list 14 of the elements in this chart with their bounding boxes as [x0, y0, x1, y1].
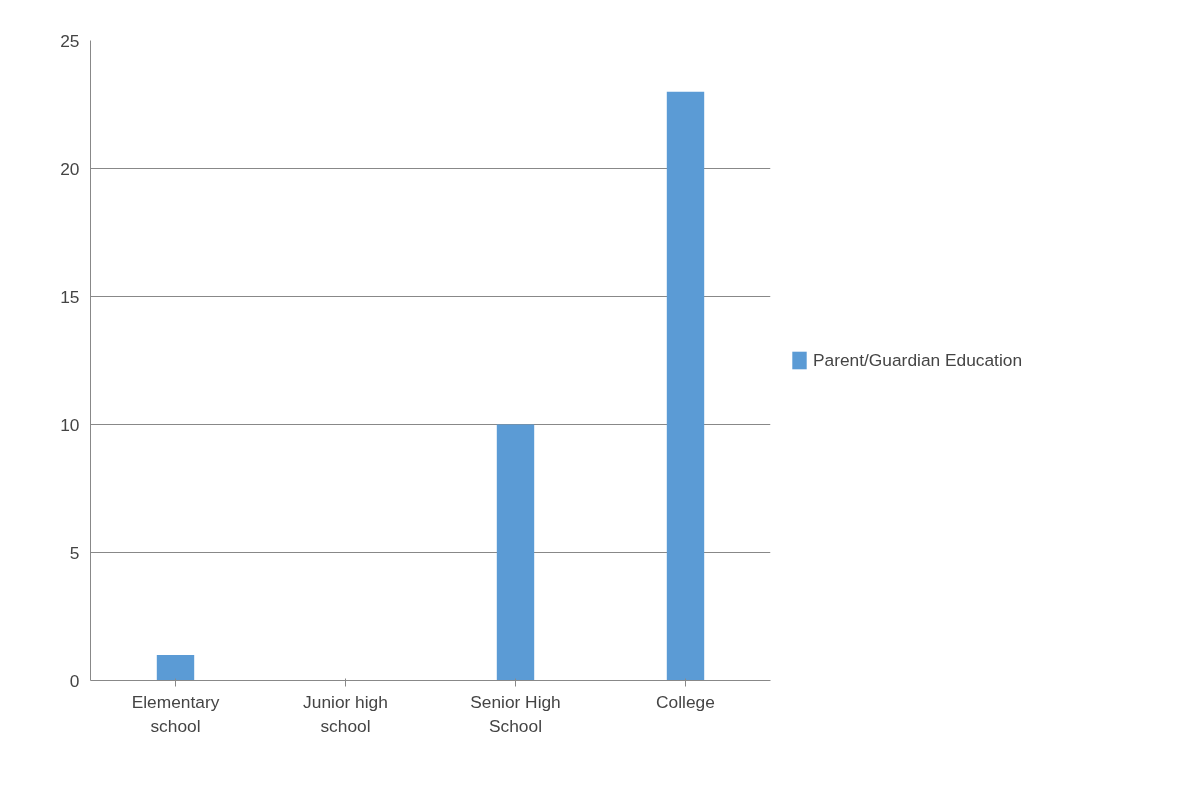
- legend-label: Parent/Guardian Education: [813, 349, 1023, 371]
- x-tick-label: College: [656, 691, 715, 712]
- y-tick-label: 20: [60, 158, 80, 179]
- y-tick-label: 25: [60, 30, 80, 51]
- x-tick-label: Elementary school: [131, 691, 220, 736]
- bar: [496, 424, 535, 681]
- bar: [156, 654, 195, 681]
- bar: [666, 91, 705, 681]
- y-tick-label: 5: [69, 542, 80, 563]
- y-tick-label: 15: [60, 286, 80, 307]
- y-tick-label: 0: [69, 670, 80, 691]
- x-tick-label: Senior High School: [470, 691, 561, 736]
- y-tick-label: 10: [60, 414, 80, 435]
- x-tick-label: Junior high school: [303, 691, 388, 736]
